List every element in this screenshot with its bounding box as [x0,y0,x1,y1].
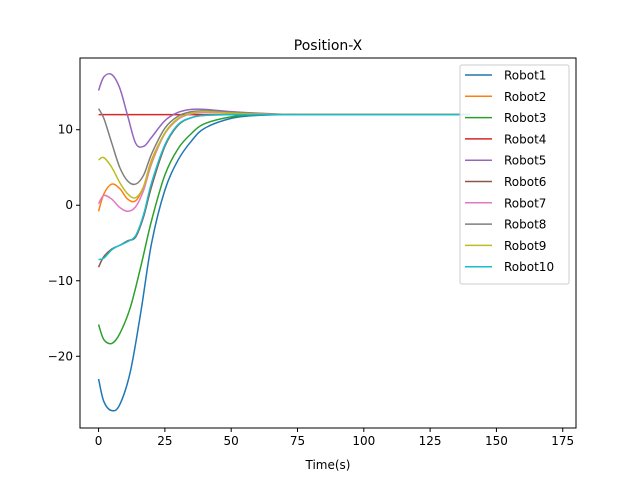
x-tick-label: 0 [95,434,103,448]
series-line-robot10 [98,113,470,261]
series-line-robot6 [97,113,470,268]
legend-label: Robot5 [504,154,546,168]
legend: Robot1 Robot2 Robot3 Robot4 Robot5 Robot6 Robo… [459,64,570,285]
legend-label: Robot1 [504,69,546,83]
series-line-robot2 [97,111,470,212]
series-line-robot9 [98,110,470,199]
series-line-robot1 [97,113,470,412]
axis-ticks: 0 25 50 75 100 125 150 175 −20 −10 0 10 [48,123,575,448]
plot-frame [79,57,577,429]
x-tick-label: 150 [485,434,508,448]
x-axis-label: Time(s) [305,458,351,472]
legend-label: Robot6 [504,175,546,189]
x-tick-label: 25 [157,434,172,448]
legend-label: Robot7 [504,196,546,210]
x-tick-label: 75 [290,434,305,448]
x-tick-label: 100 [352,434,375,448]
series-lines [97,73,470,412]
y-tick-label: −20 [48,349,73,363]
legend-label: Robot4 [504,132,546,146]
legend-box [459,64,570,285]
x-tick-label: 50 [224,434,239,448]
legend-label: Robot9 [504,239,546,253]
x-tick-label: 125 [419,434,442,448]
legend-label: Robot10 [504,260,554,274]
series-line-robot7 [97,111,470,213]
legend-label: Robot8 [504,218,546,232]
chart-title: Position-X [294,38,363,54]
x-tick-label: 175 [551,434,574,448]
legend-label: Robot3 [504,111,546,125]
series-line-robot5 [97,73,470,148]
y-tick-label: 0 [65,198,73,212]
y-tick-label: −10 [48,274,73,288]
legend-label: Robot2 [504,90,546,104]
y-tick-label: 10 [58,123,73,137]
